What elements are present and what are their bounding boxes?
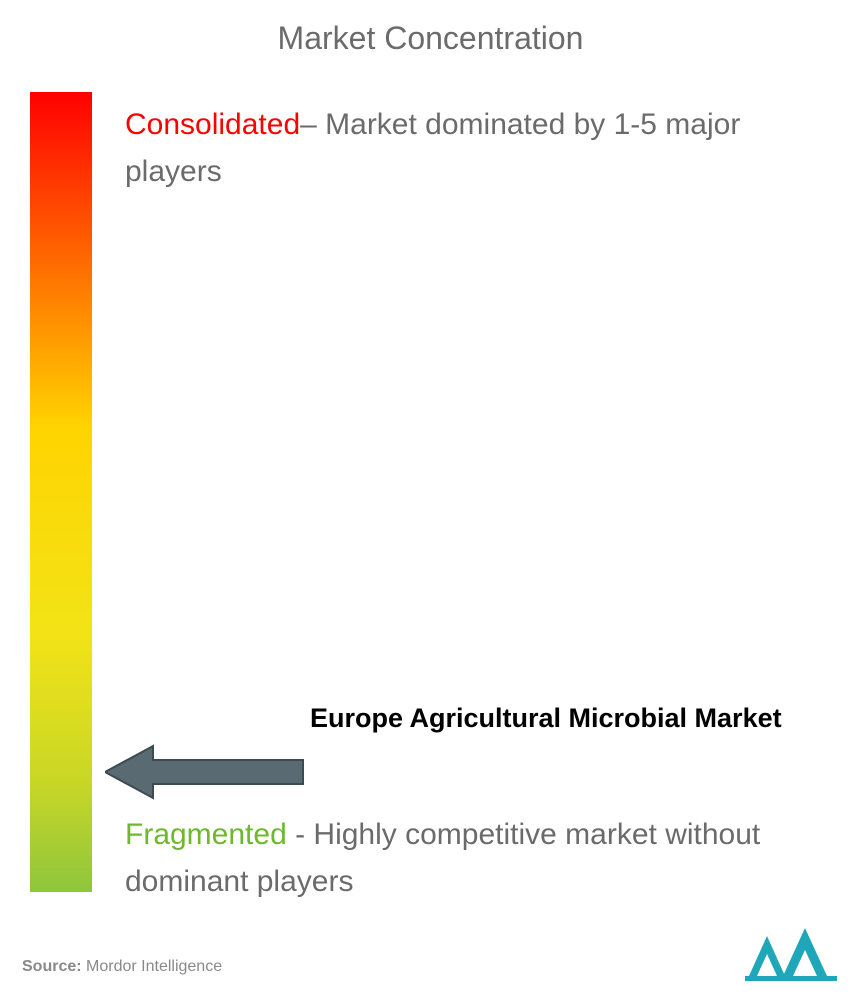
source-attribution: Source: Mordor Intelligence [22, 958, 222, 976]
fragmented-description: Fragmented - Highly competitive market w… [125, 812, 805, 905]
chart-body: Consolidated– Market dominated by 1-5 ma… [0, 92, 861, 922]
source-label: Source: [22, 958, 82, 975]
marker-arrow-icon [105, 742, 305, 802]
consolidated-description: Consolidated– Market dominated by 1-5 ma… [125, 102, 805, 195]
market-marker-label: Europe Agricultural Microbial Market [310, 700, 790, 736]
chart-title: Market Concentration [0, 0, 861, 57]
brand-logo-icon [745, 924, 837, 982]
source-value: Mordor Intelligence [82, 958, 223, 975]
fragmented-label: Fragmented [125, 818, 287, 851]
concentration-gradient-bar [30, 92, 92, 892]
consolidated-label: Consolidated [125, 108, 300, 141]
